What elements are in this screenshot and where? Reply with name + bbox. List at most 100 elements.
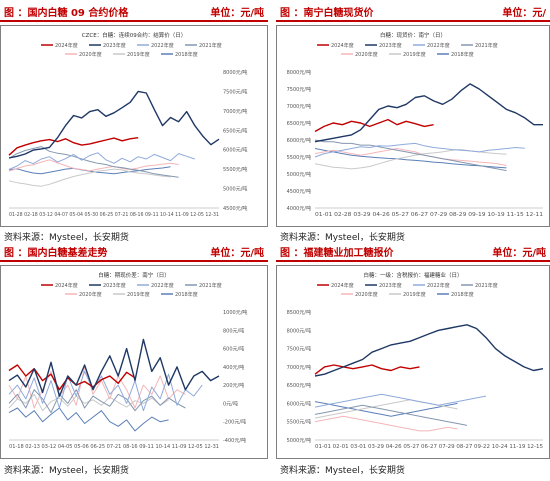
legend-label: 2018年度 [175, 51, 198, 58]
legend-label: 2022年度 [427, 42, 450, 49]
panel-title: 图 ：福建糖业加工糖报价 [280, 248, 394, 259]
y-tick-label: 6500元/吨 [287, 120, 311, 127]
chart-frame: 白糖：期现价差：南宁（日） 2024年度 2023年度 2022年度 2021年度 202… [0, 265, 268, 459]
y-tick-label: -400元/吨 [223, 437, 246, 444]
legend-label: 2024年度 [55, 42, 78, 49]
y-tick-label: 7500元/吨 [287, 86, 311, 93]
line-chart: 白糖：现货价：南宁（日） 2024年度 2023年度 2022年度 2021年度 2020… [287, 31, 543, 218]
y-tick-label: 6000元/吨 [287, 137, 311, 144]
legend-label: 2023年度 [103, 42, 126, 49]
chart-frame: 白糖：一级：含税报价：福建糖业（日） 2024年度 2023年度 2022年度 2021… [276, 265, 550, 459]
source-note: 资料来源：Mysteel，长安期货 [280, 466, 405, 476]
series-line-2018年度 [314, 148, 507, 169]
panel-header: 图 ：福建糖业加工糖报价 单位：元/吨 [276, 242, 550, 262]
series-line-2021年度 [8, 389, 186, 414]
legend-label: 2019年度 [127, 51, 150, 58]
panel-title: 图 ：南宁白糖现货价 [280, 8, 374, 19]
x-tick-labels: 01-01 02-01 03-01 03-29 04-26 05-27 06-2… [315, 444, 543, 450]
series-line-2020年度 [8, 366, 186, 409]
panel-header: 图 ：国内白糖 09 合约价格 单位：元/吨 [0, 2, 268, 22]
chart-title: 白糖：一级：含税报价：福建糖业（日） [363, 271, 462, 279]
x-tick-labels: 01-01 02-28 03-29 04-26 05-27 06-27 07-2… [315, 212, 543, 218]
y-tick-label: 5500元/吨 [223, 166, 247, 173]
source-note: 资料来源：Mysteel，长安期货 [4, 466, 129, 476]
y-tick-label: 8000元/吨 [287, 69, 311, 76]
series-line-2022年度 [8, 152, 195, 170]
legend-label: 2020年度 [79, 51, 102, 58]
y-tick-label: 1000元/吨 [223, 309, 247, 316]
y-tick-label: 6500元/吨 [287, 382, 311, 389]
y-tick-label: 600元/吨 [223, 346, 244, 353]
y-tick-label: 5000元/吨 [287, 171, 311, 178]
series-line-2022年度 [314, 142, 525, 158]
series-line-2020年度 [314, 415, 458, 432]
chart-title: CZCE：白糖：连续09合约：结算价（日） [82, 31, 186, 39]
series-line-2018年度 [8, 407, 169, 432]
series-line-2024年度 [314, 364, 420, 375]
series-line-2022年度 [314, 393, 487, 408]
legend-label: 2018年度 [451, 291, 474, 298]
x-tick-labels: 01-18 02-13 03-12 04-05 05-06 06-25 07-2… [9, 444, 219, 450]
source-note: 资料来源：Mysteel，长安期货 [280, 233, 405, 243]
line-chart: 白糖：期现价差：南宁（日） 2024年度 2023年度 2022年度 2021年度 202… [8, 271, 247, 450]
y-tick-label: 800元/吨 [223, 327, 244, 334]
series-line-2021年度 [314, 139, 507, 172]
y-tick-label: 6000元/吨 [287, 400, 311, 407]
panel-title: 图 ：国内白糖 09 合约价格 [4, 8, 129, 19]
legend-label: 2022年度 [151, 42, 174, 49]
line-chart: CZCE：白糖：连续09合约：结算价（日）2024年度 2023年度 2022年度 2… [8, 31, 247, 218]
series-line-2022年度 [8, 370, 203, 412]
series-line-2018年度 [314, 401, 458, 417]
legend-label: 2023年度 [379, 42, 402, 49]
y-tick-label: 5000元/吨 [223, 186, 247, 193]
y-tick-label: 4500元/吨 [287, 188, 311, 195]
legend-label: 2020年度 [355, 51, 378, 58]
series-line-2024年度 [8, 137, 139, 156]
y-tick-label: 0元/吨 [223, 400, 238, 407]
panel-fujian-processed-sugar: 图 ：福建糖业加工糖报价 单位：元/吨 白糖：一级：含税报价：福建糖业（日） 20… [276, 242, 550, 480]
legend-label: 2023年度 [379, 282, 402, 289]
series-line-2023年度 [314, 83, 543, 143]
y-tick-label: 5500元/吨 [287, 154, 311, 161]
y-tick-label: 4000元/吨 [287, 205, 311, 212]
legend-label: 2024年度 [331, 42, 354, 49]
panel-header: 图 ：国内白糖基差走势 单位：元/吨 [0, 242, 268, 262]
panel-sugar-basis: 图 ：国内白糖基差走势 单位：元/吨 白糖：期现价差：南宁（日） 2024年度 20… [0, 242, 268, 480]
series-line-2023年度 [8, 90, 220, 159]
series-line-2023年度 [314, 324, 544, 377]
legend-label: 2021年度 [475, 42, 498, 49]
panel-unit: 单位：元/吨 [492, 248, 546, 259]
panel-header: 图 ：南宁白糖现货价 单位：元/ [276, 2, 550, 22]
panel-unit: 单位：元/吨 [210, 8, 264, 19]
y-tick-label: 7500元/吨 [287, 346, 311, 353]
series-line-2020年度 [8, 159, 179, 172]
series-line-2020年度 [314, 148, 507, 166]
y-tick-label: 8000元/吨 [223, 69, 247, 76]
y-tick-label: 8500元/吨 [287, 309, 311, 316]
panel-sugar-futures-09: 图 ：国内白糖 09 合约价格 单位：元/吨 CZCE：白糖：连续09合约：结算… [0, 2, 268, 243]
y-tick-label: 5000元/吨 [287, 437, 311, 444]
legend-label: 2024年度 [55, 282, 78, 289]
legend-label: 2021年度 [199, 42, 222, 49]
chart-frame: 白糖：现货价：南宁（日） 2024年度 2023年度 2022年度 2021年度 2020… [276, 25, 550, 227]
y-tick-label: 400元/吨 [223, 364, 244, 371]
panel-nanning-spot-price: 图 ：南宁白糖现货价 单位：元/ 白糖：现货价：南宁（日） 2024年度 2023年… [276, 2, 550, 243]
panel-unit: 单位：元/吨 [210, 248, 264, 259]
y-tick-label: 7000元/吨 [287, 103, 311, 110]
y-tick-label: 7500元/吨 [223, 88, 247, 95]
y-tick-label: 5500元/吨 [287, 419, 311, 426]
legend-label: 2018年度 [451, 51, 474, 58]
y-tick-label: 4500元/吨 [223, 205, 247, 212]
legend-label: 2022年度 [427, 282, 450, 289]
y-tick-label: -200元/吨 [223, 419, 246, 426]
source-note: 资料来源：Mysteel，长安期货 [4, 233, 129, 243]
series-line-2019年度 [8, 168, 171, 187]
y-tick-label: 200元/吨 [223, 382, 244, 389]
y-tick-label: 7000元/吨 [223, 108, 247, 115]
legend-label: 2019年度 [403, 291, 426, 298]
chart-title: 白糖：期现价差：南宁（日） [98, 271, 170, 279]
legend-label: 2021年度 [199, 282, 222, 289]
y-tick-label: 6500元/吨 [223, 127, 247, 134]
chart-title: 白糖：现货价：南宁（日） [380, 31, 446, 39]
legend-label: 2019年度 [403, 51, 426, 58]
